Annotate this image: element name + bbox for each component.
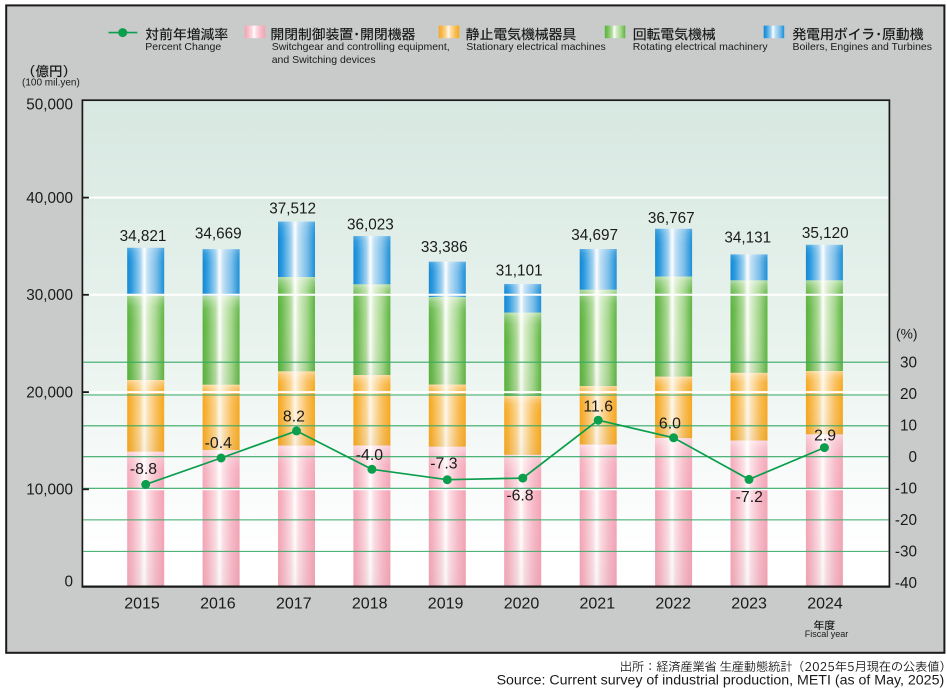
svg-text:-7.3: -7.3 — [430, 455, 457, 472]
svg-text:Percent Change: Percent Change — [145, 41, 221, 53]
svg-text:2019: 2019 — [428, 596, 464, 613]
svg-text:Fiscal year: Fiscal year — [805, 629, 849, 639]
svg-text:Boilers, Engines and Turbines: Boilers, Engines and Turbines — [793, 41, 933, 53]
svg-text:-20: -20 — [895, 512, 917, 529]
svg-text:-6.8: -6.8 — [506, 487, 533, 504]
svg-text:2024: 2024 — [807, 596, 843, 613]
svg-text:10: 10 — [900, 418, 917, 435]
svg-text:34,697: 34,697 — [571, 227, 618, 244]
svg-text:11.6: 11.6 — [583, 398, 613, 415]
svg-text:Stationary electrical machines: Stationary electrical machines — [466, 41, 605, 53]
svg-text:30,000: 30,000 — [26, 287, 73, 304]
svg-text:Switchgear and controlling equ: Switchgear and controlling equipment, — [272, 41, 450, 53]
svg-text:2015: 2015 — [124, 596, 160, 613]
svg-text:34,821: 34,821 — [120, 228, 167, 245]
svg-text:0: 0 — [64, 574, 73, 591]
svg-text:2023: 2023 — [731, 596, 767, 613]
svg-text:-7.2: -7.2 — [736, 489, 763, 506]
svg-text:8.2: 8.2 — [283, 409, 305, 426]
svg-text:34,669: 34,669 — [195, 226, 242, 243]
svg-text:-8.8: -8.8 — [130, 461, 157, 478]
svg-text:40,000: 40,000 — [26, 190, 73, 207]
svg-text:33,386: 33,386 — [421, 239, 468, 256]
svg-text:Rotating electrical machinery: Rotating electrical machinery — [633, 41, 769, 53]
svg-text:and Switching devices: and Switching devices — [272, 54, 376, 66]
svg-text:50,000: 50,000 — [26, 96, 73, 113]
svg-text:31,101: 31,101 — [496, 263, 543, 280]
svg-text:6.0: 6.0 — [659, 415, 681, 432]
svg-text:20,000: 20,000 — [26, 384, 73, 401]
svg-text:0: 0 — [908, 449, 917, 466]
svg-text:-0.4: -0.4 — [205, 435, 232, 452]
svg-text:-10: -10 — [895, 481, 917, 498]
svg-text:-30: -30 — [895, 544, 917, 561]
svg-text:2017: 2017 — [276, 596, 312, 613]
svg-text:2016: 2016 — [200, 596, 236, 613]
svg-text:2022: 2022 — [655, 596, 691, 613]
svg-text:-4.0: -4.0 — [356, 447, 383, 464]
svg-text:20: 20 — [900, 386, 917, 403]
svg-text:2021: 2021 — [580, 596, 616, 613]
svg-text:2018: 2018 — [352, 596, 388, 613]
svg-text:(%): (%) — [896, 327, 917, 342]
svg-text:2020: 2020 — [504, 596, 540, 613]
svg-text:35,120: 35,120 — [802, 225, 849, 242]
svg-text:37,512: 37,512 — [269, 201, 316, 218]
svg-text:10,000: 10,000 — [26, 482, 73, 499]
svg-text:-40: -40 — [895, 575, 917, 592]
svg-text:(100 mil.yen): (100 mil.yen) — [22, 78, 80, 89]
svg-text:Source: Current survey of indu: Source: Current survey of industrial pro… — [497, 673, 945, 689]
svg-text:34,131: 34,131 — [724, 230, 771, 247]
svg-text:36,767: 36,767 — [648, 210, 695, 227]
svg-text:36,023: 36,023 — [347, 216, 394, 233]
svg-text:30: 30 — [900, 355, 917, 372]
svg-text:2.9: 2.9 — [814, 428, 836, 445]
